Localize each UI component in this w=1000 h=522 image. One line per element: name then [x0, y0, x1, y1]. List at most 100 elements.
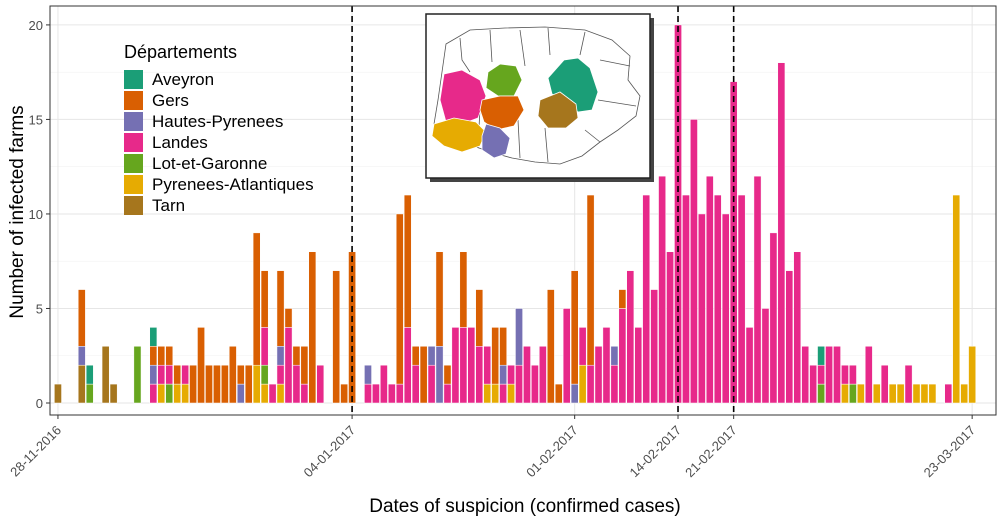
bar-segment-hautes-pyrenees — [149, 364, 158, 385]
inset-map — [425, 13, 654, 182]
x-tick-label: 28-11-2016 — [7, 423, 64, 480]
bar-segment-landes — [825, 346, 833, 404]
bar-segment-landes — [880, 364, 889, 404]
bar-segment-pyrenees-atlantiques — [173, 383, 182, 404]
bar-segment-landes — [849, 364, 857, 385]
bar-segment-hautes-pyrenees — [610, 346, 619, 366]
bar-segment-landes — [682, 194, 690, 404]
map-region-tarn — [537, 91, 579, 129]
bar-segment-landes — [427, 364, 436, 404]
x-axis-title: Dates of suspicion (confirmed cases) — [369, 496, 681, 517]
bar-segment-landes — [443, 383, 452, 404]
bar-segment-gers — [419, 346, 428, 404]
bar-segment-landes — [769, 232, 778, 404]
y-tick-label: 5 — [36, 301, 43, 316]
bar-segment-lot-et-garonne — [133, 346, 142, 404]
bar-segment-gers — [292, 346, 301, 366]
bar-segment-aveyron — [85, 364, 94, 385]
bar-segment-gers — [586, 194, 595, 366]
bar-segment-landes — [833, 346, 841, 404]
bar-segment-lot-et-garonne — [85, 383, 94, 404]
bar-segment-landes — [459, 327, 468, 404]
bar-segment-gers — [618, 289, 627, 309]
legend-key — [124, 133, 143, 152]
bar-segment-pyrenees-atlantiques — [252, 364, 261, 404]
legend-key — [124, 196, 143, 215]
bar-segment-pyrenees-atlantiques — [578, 364, 587, 404]
bar-segment-landes — [268, 383, 277, 404]
bar-segment-landes — [618, 308, 627, 404]
bar-segment-landes — [284, 327, 293, 404]
bar-segment-pyrenees-atlantiques — [896, 383, 905, 404]
bar-segment-landes — [388, 383, 396, 404]
legend-title: Départements — [124, 42, 237, 62]
bar-segment-pyrenees-atlantiques — [920, 383, 929, 404]
bar-segment-landes — [395, 383, 404, 404]
bar-segment-landes — [634, 327, 643, 404]
bar-segment-landes — [181, 364, 189, 385]
legend-label: Hautes-Pyrenees — [152, 112, 283, 131]
y-axis-title: Number of infected farms — [7, 105, 28, 318]
bar-segment-gers — [443, 364, 452, 385]
bar-segment-gers — [459, 251, 468, 328]
bar-segment-hautes-pyrenees — [236, 383, 245, 404]
map-region-landes — [439, 69, 487, 125]
bar-segment-pyrenees-atlantiques — [928, 383, 937, 404]
bar-segment-hautes-pyrenees — [77, 346, 86, 366]
bar-segment-gers — [221, 364, 229, 404]
bar-segment-gers — [332, 270, 341, 404]
bar-segment-hautes-pyrenees — [570, 383, 579, 404]
x-axis: 28-11-2016 04-01-2017 01-02-2017 14-02-2017… — [7, 415, 978, 480]
bar-segment-gers — [276, 270, 285, 347]
bar-segment-gers — [435, 251, 444, 347]
legend-label: Pyrenees-Atlantiques — [152, 175, 314, 194]
bar-segment-landes — [690, 119, 698, 404]
x-tick-label: 04-01-2017 — [301, 423, 359, 481]
legend-key — [124, 70, 143, 89]
bar-segment-landes — [666, 251, 674, 404]
bar-segment-gers — [411, 346, 420, 366]
bars-layer — [54, 24, 976, 404]
bar-segment-landes — [411, 364, 420, 404]
bar-segment-landes — [316, 364, 325, 404]
bar-segment-gers — [173, 364, 182, 385]
bar-segment-gers — [308, 251, 317, 404]
event-lines — [351, 6, 735, 415]
bar-segment-landes — [403, 327, 412, 404]
bar-segment-gers — [197, 327, 205, 404]
bar-segment-landes — [292, 364, 301, 404]
bar-segment-pyrenees-atlantiques — [841, 383, 849, 404]
bar-segment-landes — [904, 364, 913, 404]
bar-segment-landes — [658, 175, 666, 404]
bar-segment-gers — [149, 346, 158, 366]
x-tick-label: 01-02-2017 — [523, 423, 581, 481]
bar-segment-landes — [785, 270, 794, 404]
plot-panel-border — [49, 5, 997, 416]
y-tick-label: 0 — [36, 396, 43, 411]
bar-segment-landes — [626, 270, 635, 404]
bar-segment-pyrenees-atlantiques — [491, 383, 500, 404]
bar-segment-landes — [157, 364, 166, 385]
bar-segment-landes — [801, 346, 810, 404]
bar-segment-lot-et-garonne — [260, 364, 269, 385]
bar-segment-gers — [284, 308, 293, 328]
legend-key — [124, 112, 143, 131]
bar-segment-landes — [507, 364, 515, 385]
bar-segment-gers — [189, 364, 197, 404]
legend-key — [124, 175, 143, 194]
bar-segment-landes — [149, 383, 158, 404]
bar-segment-gers — [300, 346, 309, 385]
legend-label: Tarn — [152, 196, 185, 215]
bar-segment-gers — [260, 270, 269, 328]
bar-segment-gers — [205, 364, 213, 404]
bar-segment-gers — [491, 327, 500, 385]
bar-segment-tarn — [77, 364, 86, 404]
bar-segment-lot-et-garonne — [165, 383, 174, 404]
bar-segment-landes — [451, 327, 460, 404]
bar-segment-gers — [554, 383, 563, 404]
bar-segment-gers — [546, 289, 555, 404]
bar-segment-gers — [236, 364, 245, 385]
y-tick-label: 10 — [29, 207, 43, 222]
legend-key — [124, 154, 143, 173]
bar-segment-landes — [483, 346, 492, 385]
